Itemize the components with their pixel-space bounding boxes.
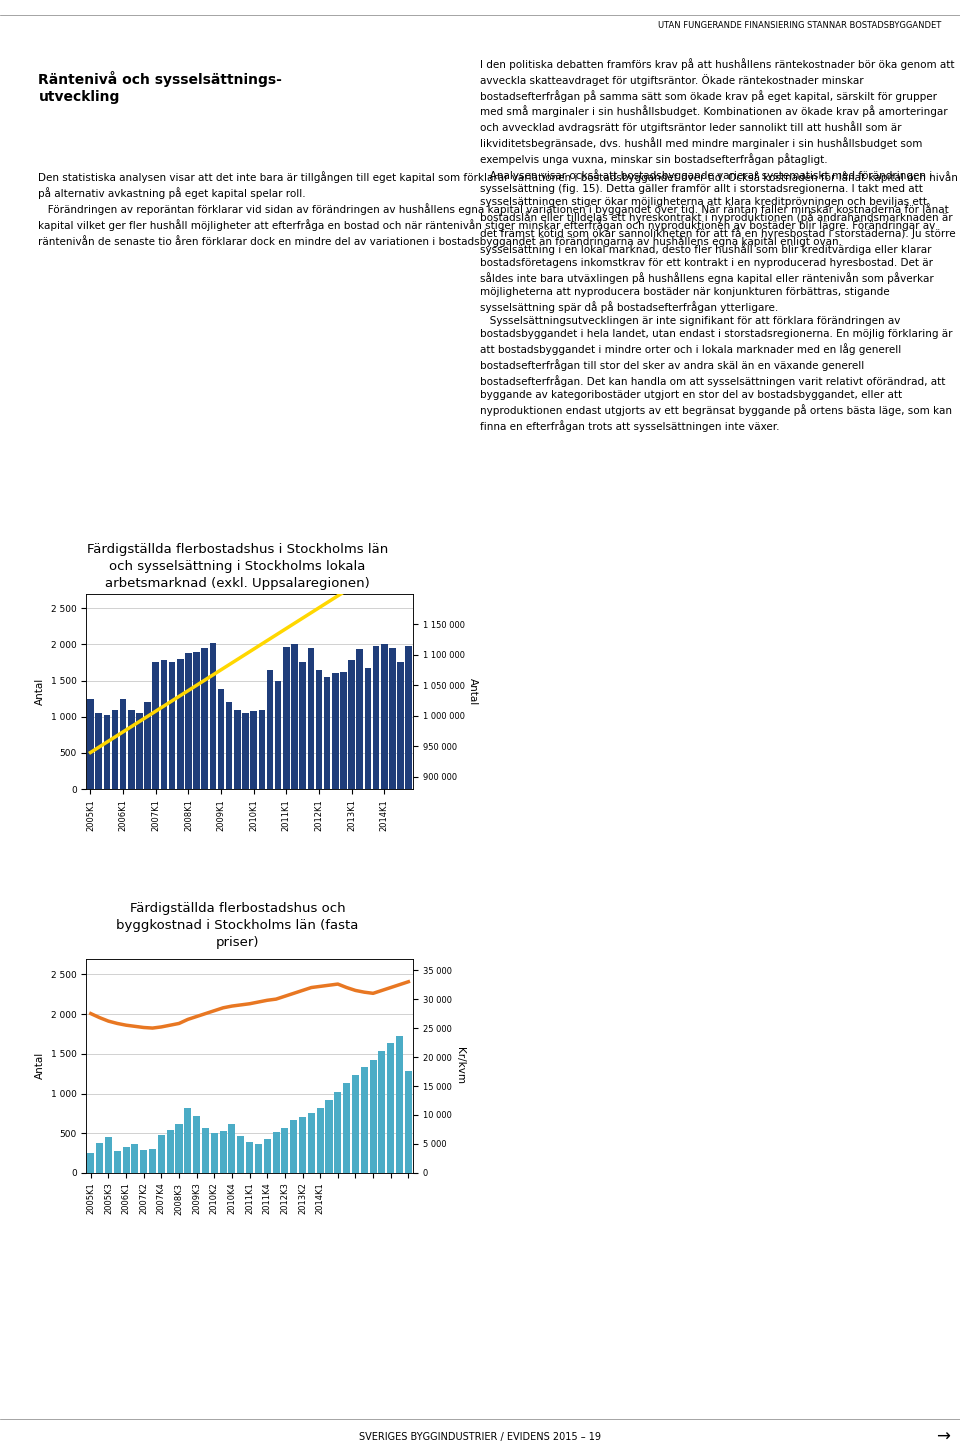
Bar <box>275 681 281 789</box>
Y-axis label: Antal: Antal <box>468 678 478 705</box>
Bar <box>167 1129 174 1173</box>
Bar <box>136 712 143 789</box>
Bar <box>389 649 396 789</box>
Bar <box>246 1142 253 1173</box>
Bar <box>283 647 290 789</box>
Bar <box>169 663 176 789</box>
Bar <box>356 649 363 789</box>
Bar <box>348 660 355 789</box>
Bar <box>324 678 330 789</box>
Bar <box>334 1092 342 1173</box>
Bar <box>381 644 388 789</box>
Bar <box>370 1060 376 1173</box>
Bar <box>396 1035 403 1173</box>
Bar <box>157 1135 165 1173</box>
Text: SVERIGES BYGGINDUSTRIER / EVIDENS 2015 – 19: SVERIGES BYGGINDUSTRIER / EVIDENS 2015 –… <box>359 1432 601 1442</box>
Bar <box>251 711 257 789</box>
Bar <box>153 662 159 789</box>
Bar <box>237 1137 244 1173</box>
Bar <box>111 710 118 789</box>
Bar <box>258 710 265 789</box>
Bar <box>255 1144 262 1173</box>
Bar <box>361 1067 368 1173</box>
Bar <box>291 644 298 789</box>
Bar <box>308 1112 315 1173</box>
Bar <box>177 659 183 789</box>
Bar <box>144 702 151 789</box>
Bar <box>405 646 412 789</box>
Bar <box>325 1100 332 1173</box>
Text: Figur. 15. Färdigställda flerbostadshus i Stockholms län och sysselsättning i St: Figur. 15. Färdigställda flerbostadshus … <box>46 504 548 514</box>
Text: I den politiska debatten framförs krav på att hushållens räntekostnader bör öka : I den politiska debatten framförs krav p… <box>480 58 955 432</box>
Bar <box>120 698 127 789</box>
Bar <box>343 1083 350 1173</box>
Bar <box>365 668 372 789</box>
Bar <box>132 1144 138 1173</box>
Text: UTAN FUNGERANDE FINANSIERING STANNAR BOSTADSBYGGANDET: UTAN FUNGERANDE FINANSIERING STANNAR BOS… <box>658 20 941 30</box>
Bar <box>123 1147 130 1173</box>
Bar <box>267 669 274 789</box>
Bar <box>185 653 192 789</box>
Text: →: → <box>937 1428 950 1447</box>
Bar <box>332 673 339 789</box>
Text: Färdigställda flerbostadshus och
byggkostnad i Stockholms län (fasta
priser): Färdigställda flerbostadshus och byggkos… <box>116 902 359 948</box>
Text: Den statistiska analysen visar att det inte bara är tillgången till eget kapital: Den statistiska analysen visar att det i… <box>38 171 958 246</box>
Bar <box>211 1134 218 1173</box>
Bar <box>290 1121 298 1173</box>
Bar <box>220 1131 227 1173</box>
Bar <box>340 672 347 789</box>
Bar <box>397 662 404 789</box>
Bar <box>281 1128 288 1173</box>
Text: Räntenivå och sysselsättnings-
utveckling: Räntenivå och sysselsättnings- utvecklin… <box>38 71 282 104</box>
Bar <box>405 1072 412 1173</box>
Bar <box>87 1153 94 1173</box>
Bar <box>300 663 306 789</box>
Bar <box>160 660 167 789</box>
Bar <box>104 715 110 789</box>
Y-axis label: Kr/kvm: Kr/kvm <box>455 1047 466 1085</box>
Bar <box>96 1142 103 1173</box>
Bar <box>193 652 200 789</box>
Bar <box>184 1108 191 1173</box>
Bar <box>193 1116 201 1173</box>
Bar <box>176 1124 182 1173</box>
Bar <box>264 1138 271 1173</box>
Bar <box>299 1116 306 1173</box>
Bar <box>352 1076 359 1173</box>
Bar <box>113 1151 121 1173</box>
Bar <box>218 689 225 789</box>
Bar <box>316 669 323 789</box>
Y-axis label: Antal: Antal <box>36 678 45 705</box>
Bar <box>317 1108 324 1173</box>
Bar <box>95 712 102 789</box>
Bar <box>372 646 379 789</box>
Bar <box>226 702 232 789</box>
Y-axis label: Antal: Antal <box>36 1053 45 1079</box>
Bar <box>273 1132 279 1173</box>
Bar <box>307 649 314 789</box>
Bar <box>128 710 134 789</box>
Bar <box>202 1128 209 1173</box>
Bar <box>387 1043 395 1173</box>
Bar <box>202 649 208 789</box>
Bar <box>242 712 249 789</box>
Text: Färdigställda flerbostadshus i Stockholms län
och sysselsättning i Stockholms lo: Färdigställda flerbostadshus i Stockholm… <box>87 543 388 589</box>
Bar <box>140 1150 147 1173</box>
Text: Figur. 16. Färdigställda flerbostadshus och byggnadskostnad
i Stockholms län.: Figur. 16. Färdigställda flerbostadshus … <box>46 856 320 875</box>
Bar <box>149 1150 156 1173</box>
Bar <box>105 1137 112 1173</box>
Bar <box>228 1124 235 1173</box>
Bar <box>378 1051 386 1173</box>
Bar <box>209 643 216 789</box>
Bar <box>234 710 241 789</box>
Bar <box>87 698 94 789</box>
